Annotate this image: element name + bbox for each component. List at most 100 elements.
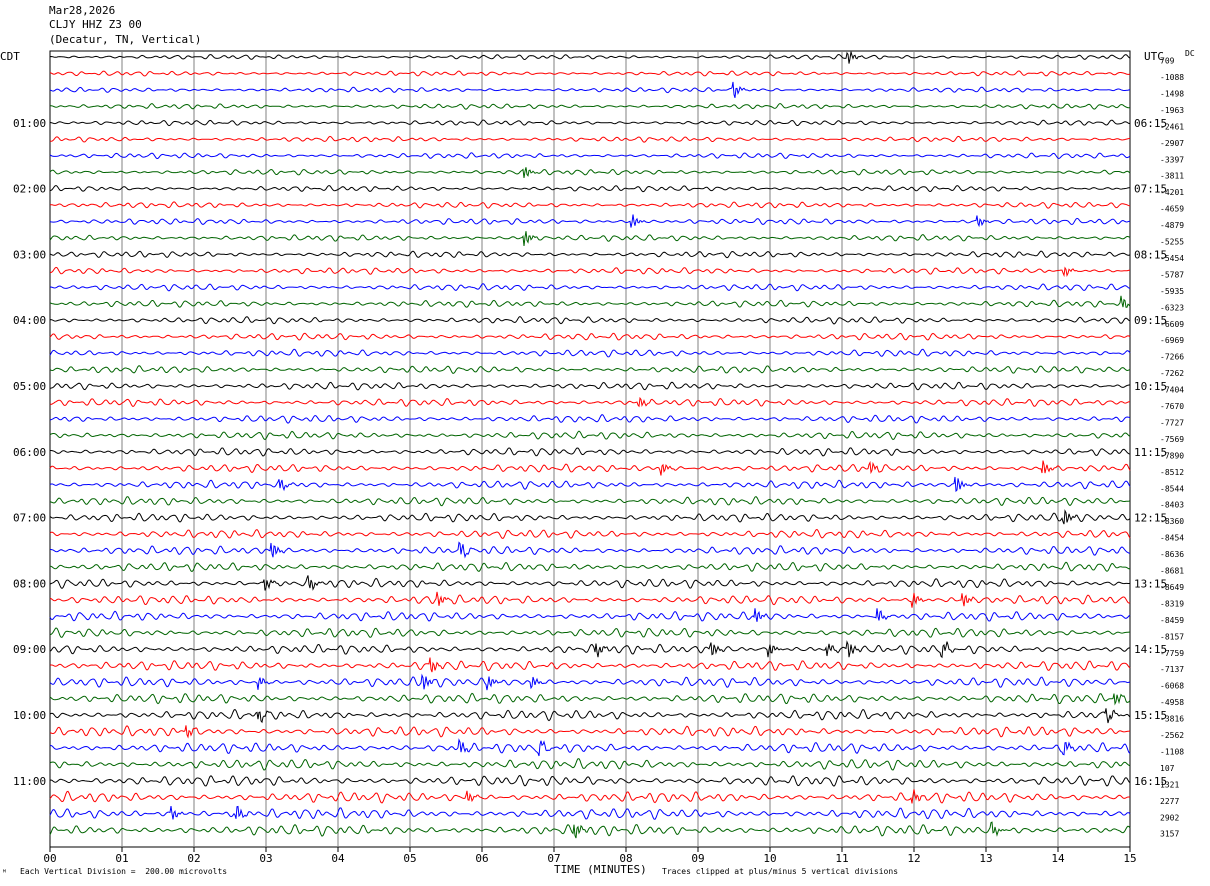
- trace-line: [49, 348, 1131, 358]
- dc-offset-label: -8649: [1160, 583, 1184, 592]
- left-hour-label: 08:00: [13, 577, 46, 590]
- trace-line: [49, 184, 1130, 193]
- trace-line: [49, 476, 1131, 493]
- dc-offset-label: -6609: [1160, 320, 1184, 329]
- trace-line: [49, 250, 1131, 259]
- trace-line: [49, 789, 1131, 804]
- dc-offset-label: -7404: [1160, 386, 1184, 395]
- trace-line: [49, 231, 1131, 246]
- dc-offset-label: -8360: [1160, 517, 1184, 526]
- trace-line: [49, 81, 1131, 98]
- x-tick-label: 11: [835, 852, 848, 865]
- trace-line: [49, 381, 1131, 391]
- trace-line: [49, 396, 1131, 408]
- dc-offset-label: 3157: [1160, 830, 1179, 839]
- x-tick-label: 14: [1051, 852, 1065, 865]
- trace-line: [49, 738, 1131, 757]
- dc-offset-label: -8319: [1160, 599, 1184, 608]
- trace-line: [49, 430, 1131, 441]
- trace-line: [49, 758, 1131, 771]
- trace-line: [49, 608, 1131, 622]
- x-tick-label: 08: [619, 852, 632, 865]
- right-hour-label: 10:15: [1134, 380, 1167, 393]
- trace-line: [49, 214, 1131, 228]
- trace-line: [49, 51, 1131, 64]
- dc-offset-label: -5454: [1160, 254, 1184, 263]
- x-tick-label: 00: [43, 852, 56, 865]
- x-tick-label: 13: [979, 852, 992, 865]
- right-hour-label: 14:15: [1134, 643, 1167, 656]
- dc-offset-label: -2461: [1160, 122, 1184, 131]
- left-hour-label: 05:00: [13, 380, 46, 393]
- right-hour-label: 13:15: [1134, 577, 1167, 590]
- dc-offset-label: -8459: [1160, 616, 1184, 625]
- x-tick-label: 01: [115, 852, 128, 865]
- x-tick-label: 12: [907, 852, 920, 865]
- left-hour-label: 09:00: [13, 643, 46, 656]
- trace-line: [49, 575, 1131, 591]
- trace-line: [49, 152, 1131, 160]
- dc-offset-label: -1088: [1160, 73, 1184, 82]
- x-tick-label: 02: [187, 852, 200, 865]
- trace-line: [49, 414, 1131, 424]
- right-hour-label: 06:15: [1134, 117, 1167, 130]
- dc-offset-label: -8681: [1160, 567, 1184, 576]
- right-hour-label: 07:15: [1134, 183, 1167, 196]
- trace-line: [49, 805, 1131, 820]
- trace-line: [49, 627, 1131, 638]
- dc-offset-label: -7670: [1160, 402, 1184, 411]
- dc-offset-label: -7137: [1160, 665, 1184, 674]
- trace-line: [49, 528, 1131, 539]
- x-tick-label: 06: [475, 852, 488, 865]
- x-tick-label: 03: [259, 852, 272, 865]
- x-axis-title: TIME (MINUTES): [554, 863, 647, 876]
- dc-offset-label: -6068: [1160, 682, 1184, 691]
- trace-line: [49, 640, 1131, 659]
- dc-offset-label: -2907: [1160, 139, 1184, 148]
- dc-offset-label: -2562: [1160, 731, 1184, 740]
- dc-offset-label: -4659: [1160, 205, 1184, 214]
- right-hour-label: 12:15: [1134, 512, 1167, 525]
- x-tick-label: 15: [1123, 852, 1136, 865]
- trace-line: [49, 316, 1131, 325]
- x-tick-label: 09: [691, 852, 704, 865]
- left-hour-label: 03:00: [13, 248, 46, 261]
- trace-line: [49, 167, 1131, 178]
- header-station: CLJY HHZ Z3 00: [49, 18, 142, 31]
- dc-offset-label: -3811: [1160, 172, 1184, 181]
- left-hour-label: 10:00: [13, 709, 46, 722]
- x-tick-label: 07: [547, 852, 560, 865]
- dc-offset-label: -8636: [1160, 550, 1184, 559]
- dc-offset-label: -5935: [1160, 287, 1184, 296]
- dc-offset-label: -8403: [1160, 501, 1184, 510]
- right-timezone-label: UTC: [1144, 50, 1164, 63]
- left-hour-label: 02:00: [13, 183, 46, 196]
- trace-line: [50, 541, 1131, 559]
- dc-offset-label: -8157: [1160, 632, 1184, 641]
- trace-line: [49, 561, 1131, 573]
- trace-line: [49, 460, 1131, 476]
- dc-offset-label: -6323: [1160, 303, 1184, 312]
- dc-offset-label: -4879: [1160, 221, 1184, 230]
- right-hour-label: 08:15: [1134, 248, 1167, 261]
- left-timezone-label: CDT: [0, 50, 20, 63]
- right-hour-label: 16:15: [1134, 775, 1167, 788]
- trace-line: [49, 725, 1131, 739]
- dc-offset-label: -5255: [1160, 238, 1184, 247]
- dc-offset-label: -7759: [1160, 649, 1184, 658]
- dc-offset-label: -5787: [1160, 270, 1184, 279]
- dc-offset-label: -7890: [1160, 451, 1184, 460]
- dc-offset-label: -7262: [1160, 369, 1184, 378]
- trace-line: [49, 332, 1131, 341]
- x-tick-label: 05: [403, 852, 416, 865]
- dc-offset-label: 1321: [1160, 780, 1179, 789]
- right-hour-label: 11:15: [1134, 446, 1167, 459]
- dc-offset-label: -1108: [1160, 747, 1184, 756]
- dc-offset-label: -8544: [1160, 484, 1184, 493]
- x-tick-label: 04: [331, 852, 345, 865]
- dc-offset-label: 709: [1160, 57, 1175, 66]
- scale-note: Each Vertical Division = 200.00 microvol…: [20, 867, 228, 876]
- trace-line: [49, 821, 1131, 839]
- dc-offset-label: 2277: [1160, 797, 1179, 806]
- dc-offset-label: -1498: [1160, 89, 1184, 98]
